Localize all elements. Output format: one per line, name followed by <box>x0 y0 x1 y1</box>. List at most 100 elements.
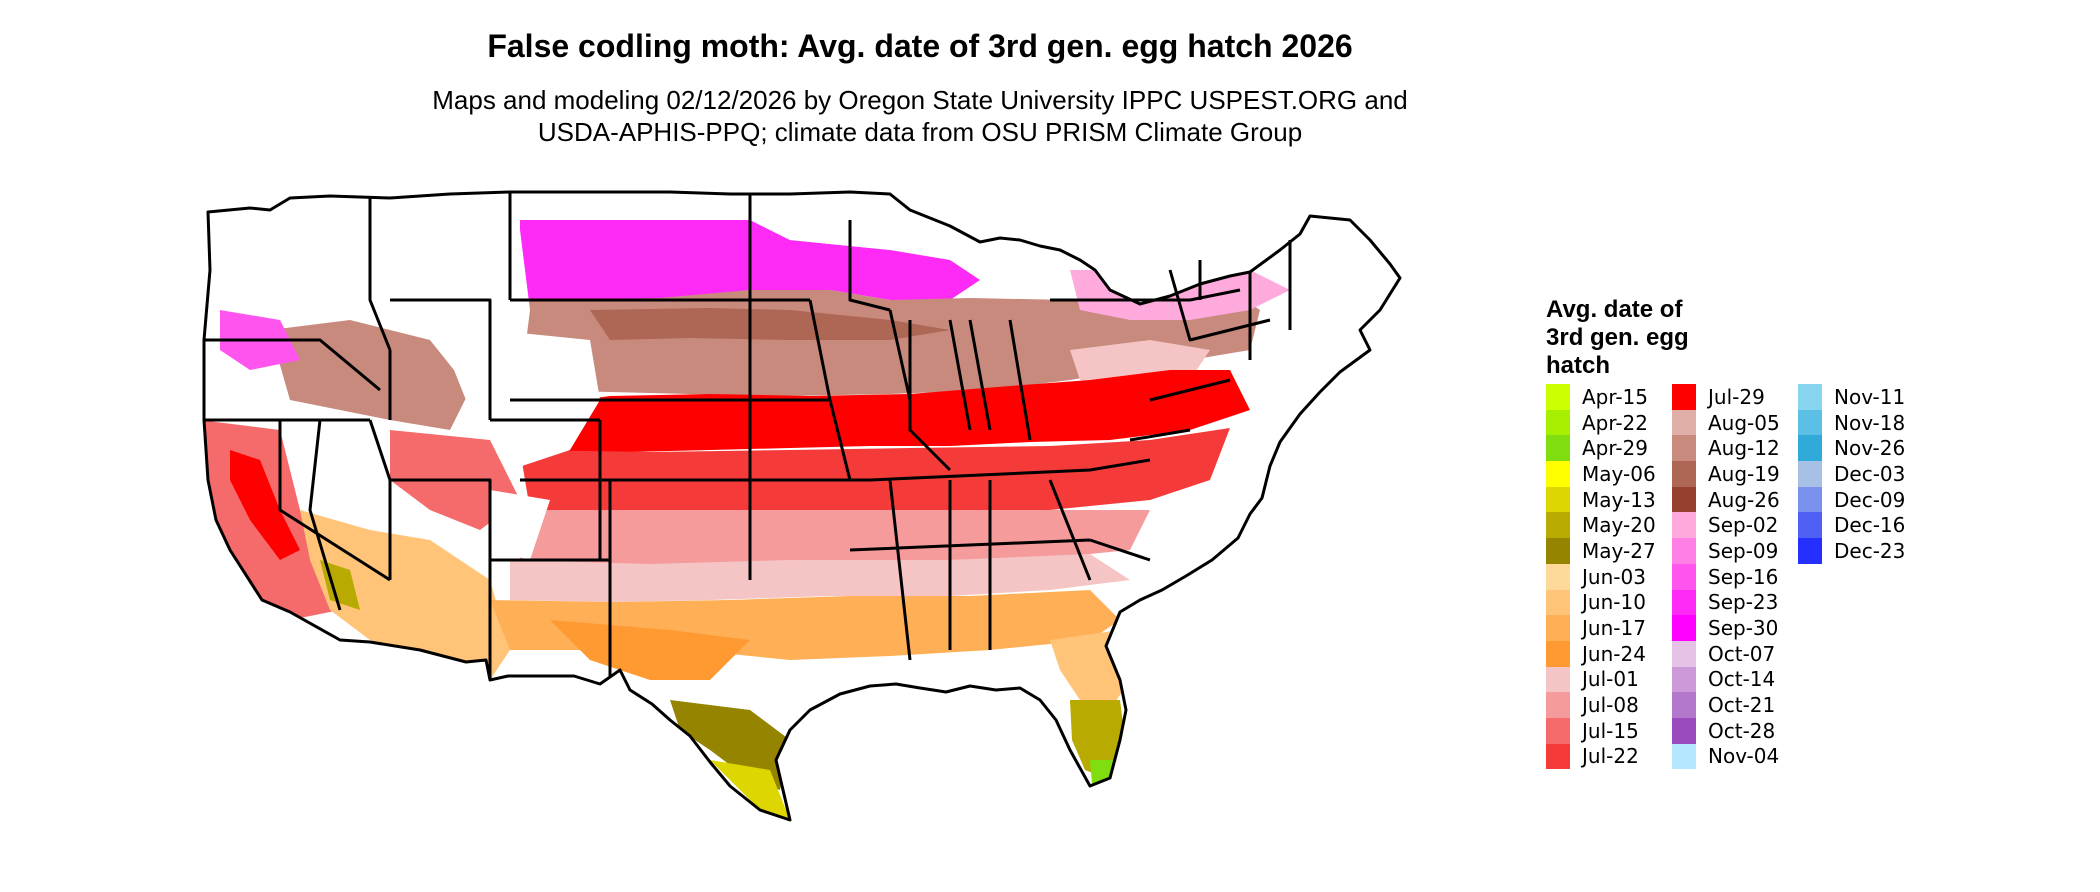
legend-swatch <box>1672 666 1696 693</box>
legend-swatch <box>1546 666 1570 693</box>
legend-swatch <box>1672 743 1696 770</box>
legend-item: Oct-14 <box>1672 666 1780 693</box>
region-great-basin <box>270 320 470 430</box>
legend-item: Sep-30 <box>1672 615 1780 641</box>
legend-swatch <box>1672 692 1696 718</box>
legend-swatch <box>1546 640 1570 667</box>
legend-item: Nov-11 <box>1798 384 1905 410</box>
legend-swatch <box>1672 461 1696 487</box>
legend-swatch <box>1672 384 1696 410</box>
legend-item: Jul-22 <box>1546 743 1656 770</box>
legend-label: May-20 <box>1582 513 1656 538</box>
legend-item: May-27 <box>1546 538 1656 564</box>
legend-swatch <box>1798 384 1822 410</box>
legend-item: Jun-17 <box>1546 615 1656 641</box>
legend-label: Dec-16 <box>1834 513 1906 538</box>
legend-swatch <box>1672 563 1696 590</box>
legend-swatch <box>1798 538 1822 564</box>
legend-item: Dec-09 <box>1798 486 1905 513</box>
legend-item: Aug-19 <box>1672 461 1780 487</box>
legend-label: Jun-03 <box>1582 564 1646 589</box>
legend-item: Jun-24 <box>1546 640 1656 667</box>
legend-label: Nov-18 <box>1834 410 1906 435</box>
legend-item: Jul-01 <box>1546 666 1656 693</box>
legend-label: Jul-29 <box>1708 384 1765 409</box>
legend-item: Sep-02 <box>1672 512 1780 539</box>
us-phenology-map <box>202 190 1402 822</box>
legend-item: Jul-15 <box>1546 717 1656 744</box>
boundary-midwest <box>808 220 1151 661</box>
legend-label: May-13 <box>1582 487 1656 512</box>
legend-item: Jun-10 <box>1546 589 1656 616</box>
legend-item: Apr-22 <box>1546 409 1656 436</box>
legend-label: Oct-07 <box>1708 641 1776 666</box>
legend-label: Nov-04 <box>1708 744 1780 769</box>
legend-swatch <box>1672 409 1696 436</box>
legend-label: Jun-10 <box>1582 590 1646 615</box>
legend-title: Avg. date of 3rd gen. egg hatch <box>1546 296 1746 380</box>
legend-item: Aug-12 <box>1672 435 1780 462</box>
legend-item: Apr-29 <box>1546 435 1656 462</box>
region-central-valley <box>230 450 300 560</box>
legend-label: Jun-24 <box>1582 641 1646 666</box>
legend-label: Jun-17 <box>1582 616 1646 641</box>
legend-item: Nov-18 <box>1798 409 1906 436</box>
legend-item: Apr-15 <box>1546 384 1656 410</box>
legend-label: Sep-16 <box>1708 564 1779 589</box>
legend-label: Aug-12 <box>1708 436 1780 461</box>
legend-label: Oct-21 <box>1708 693 1776 718</box>
legend-label: Apr-15 <box>1582 384 1648 409</box>
legend-item: Nov-04 <box>1672 743 1780 770</box>
legend-swatch <box>1546 512 1570 539</box>
legend-label: Dec-23 <box>1834 538 1906 563</box>
legend-label: Oct-28 <box>1708 718 1776 743</box>
legend-swatch <box>1546 409 1570 436</box>
region-red-band <box>510 370 1250 456</box>
map-subtitle: Maps and modeling 02/12/2026 by Oregon S… <box>0 84 1840 148</box>
legend-item: Dec-16 <box>1798 512 1906 539</box>
legend-swatch <box>1798 512 1822 539</box>
legend-item: May-20 <box>1546 512 1656 539</box>
legend-swatch <box>1672 640 1696 667</box>
legend-label: Aug-05 <box>1708 410 1780 435</box>
region-gulf-light <box>510 554 1130 602</box>
legend-swatch <box>1672 486 1696 513</box>
legend-item: May-06 <box>1546 461 1656 487</box>
legend-label: Sep-09 <box>1708 538 1779 563</box>
legend-item: Sep-23 <box>1672 589 1780 616</box>
legend-item: Oct-07 <box>1672 640 1780 667</box>
map-title: False codling moth: Avg. date of 3rd gen… <box>487 28 1353 64</box>
legend-item: Oct-21 <box>1672 692 1780 718</box>
legend-label: Jul-01 <box>1582 667 1639 692</box>
legend-swatch <box>1546 692 1570 718</box>
legend-item: Nov-26 <box>1798 435 1905 462</box>
legend-title-line-3: hatch <box>1546 352 1611 379</box>
legend-title-line-1: Avg. date of <box>1546 296 1683 323</box>
region-gulf-orange <box>550 620 750 680</box>
legend-swatch <box>1546 563 1570 590</box>
legend-title-line-2: 3rd gen. egg <box>1546 324 1689 351</box>
legend-swatch <box>1546 589 1570 616</box>
region-south-texas-tip <box>710 760 790 820</box>
legend-swatch <box>1546 615 1570 641</box>
region-south-texas <box>670 700 790 790</box>
legend-swatch <box>1672 512 1696 539</box>
legend-column: Apr-15 Apr-22 Apr-29 May-06 May-13 May-20 May-… <box>1546 384 1656 770</box>
legend-swatch <box>1546 743 1570 770</box>
legend-label: Sep-30 <box>1708 616 1779 641</box>
legend-label: Aug-26 <box>1708 487 1780 512</box>
legend-swatch <box>1546 538 1570 564</box>
state-boundaries <box>202 190 1402 822</box>
legend-swatch <box>1672 538 1696 564</box>
legend-label: Oct-14 <box>1708 667 1776 692</box>
legend-label: Sep-02 <box>1708 513 1779 538</box>
subtitle-line-2: USDA-APHIS-PPQ; climate data from OSU PR… <box>537 117 1303 147</box>
legend-swatch <box>1798 435 1822 462</box>
legend-item: Aug-26 <box>1672 486 1780 513</box>
legend-label: Dec-03 <box>1834 461 1906 486</box>
legend-swatch <box>1672 615 1696 641</box>
legend-label: Jul-08 <box>1582 693 1639 718</box>
legend-swatch <box>1798 461 1822 487</box>
legend-item: Sep-16 <box>1672 563 1780 590</box>
legend-swatch <box>1546 435 1570 462</box>
